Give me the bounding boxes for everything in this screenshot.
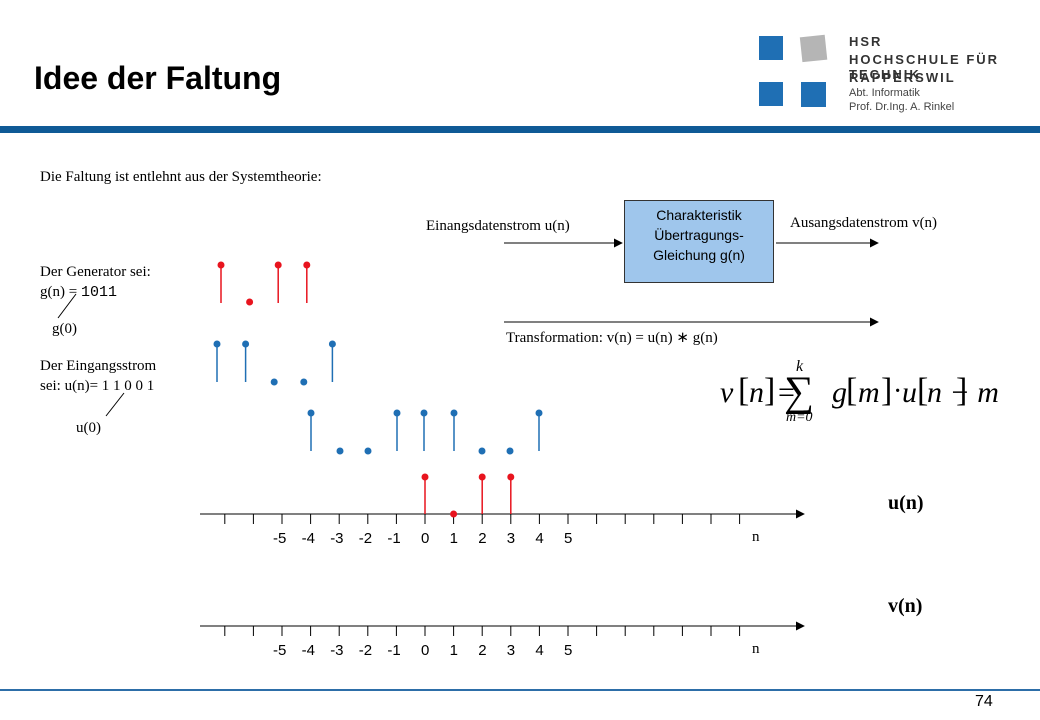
- stem-dot: [478, 473, 486, 481]
- tick-label-1-7: 2: [478, 642, 487, 659]
- stem-dot: [242, 340, 250, 348]
- tick-label-0-1: -4: [301, 530, 315, 547]
- formula-m: m: [858, 376, 880, 409]
- tick-label-1-3: -2: [358, 642, 373, 659]
- tick-label-1-4: -1: [387, 642, 401, 659]
- input-origin-pointer: [105, 392, 125, 417]
- formula-bracket-left-3: [: [917, 372, 929, 409]
- system-box-line-1: Charakteristik: [656, 207, 742, 223]
- page-title: Idee der Faltung: [34, 60, 282, 96]
- tick-label-1-0: -5: [273, 642, 287, 659]
- zero-dot: [270, 378, 278, 386]
- zero-dot: [478, 447, 486, 455]
- tick-label-0-10: 5: [564, 530, 573, 547]
- stem-dot: [274, 261, 282, 269]
- formula-bracket-left: [: [738, 372, 750, 409]
- stem-dot: [328, 340, 336, 348]
- formula-v: v: [720, 376, 734, 409]
- tick-label-0-6: 1: [449, 530, 458, 547]
- generator-value: 1011: [80, 284, 117, 301]
- stem-dot: [393, 409, 401, 417]
- stem-dot: [307, 409, 315, 417]
- zero-dot: [506, 447, 514, 455]
- axis-var-u: n: [752, 529, 760, 545]
- formula-bracket-left-2: [: [846, 372, 858, 409]
- logo-line-1: HSR: [849, 34, 883, 49]
- axis-var-v: n: [752, 641, 760, 657]
- tick-label-1-1: -4: [301, 642, 315, 659]
- formula-lower-limit: m=0: [786, 410, 813, 425]
- stem-dot: [420, 409, 428, 417]
- axis-title-u: u(n): [888, 492, 924, 514]
- formula-sum-symbol: ∑: [784, 369, 814, 415]
- tick-label-0-9: 4: [535, 530, 544, 547]
- logo-line-2: HOCHSCHULE FÜR TECHNIK: [849, 52, 1000, 82]
- footer-line: [0, 689, 1040, 691]
- stem-dot: [507, 473, 515, 481]
- generator-prefix: g(n) =: [40, 284, 81, 300]
- logo-line-3: RAPPERSWIL: [849, 70, 956, 85]
- tick-label-0-2: -3: [330, 530, 344, 547]
- input-line-2: sei: u(n)= 1 1 0 0 1: [40, 378, 155, 394]
- input-line-1: Der Eingangsstrom: [40, 358, 157, 374]
- tick-label-0-4: -1: [387, 530, 401, 547]
- stem-dot: [421, 473, 429, 481]
- header-bar: [0, 126, 1040, 133]
- tick-label-1-6: 1: [449, 642, 458, 659]
- convolution-formula: v [ n ] = k ∑ m=0 g [ m ] · u [ n − m ]: [718, 358, 999, 430]
- intro-text: Die Faltung ist entlehnt aus der Systemt…: [40, 169, 322, 185]
- formula-bracket-right: ]: [764, 372, 776, 409]
- formula-n-minus-m: n − m: [927, 376, 999, 409]
- logo-line-5: Prof. Dr.Ing. A. Rinkel: [849, 101, 955, 113]
- page-number: 74: [975, 693, 993, 710]
- axis-title-v: v(n): [888, 595, 923, 617]
- tick-label-0-5: 0: [421, 530, 430, 547]
- convolution-operator: ∗: [676, 330, 689, 346]
- transformation-prefix: Transformation: v(n) = u(n): [506, 330, 677, 346]
- zero-dot: [246, 298, 254, 306]
- stem-dot: [535, 409, 543, 417]
- tick-label-0-7: 2: [478, 530, 487, 547]
- formula-g: g: [832, 376, 847, 409]
- tick-label-0-3: -2: [358, 530, 373, 547]
- logo-line-4: Abt. Informatik: [849, 87, 920, 99]
- formula-bracket-right-3: ]: [956, 372, 968, 409]
- input-stream-label: Einangsdatenstrom u(n): [426, 218, 570, 234]
- transformation-text: Transformation: v(n) = u(n) ∗ g(n): [506, 329, 718, 348]
- tick-label-0-0: -5: [273, 530, 287, 547]
- tick-label-1-10: 5: [564, 642, 573, 659]
- stem-dot: [213, 340, 221, 348]
- formula-equals: =: [778, 376, 795, 409]
- formula-dot: ·: [893, 376, 903, 407]
- transformation-suffix: g(n): [688, 330, 718, 346]
- zero-dot: [364, 447, 372, 455]
- output-stream-label: Ausangsdatenstrom v(n): [790, 215, 938, 231]
- generator-origin-label: g(0): [52, 321, 77, 337]
- tick-label-0-8: 3: [506, 530, 516, 547]
- tick-label-1-5: 0: [421, 642, 430, 659]
- stem-dot: [217, 261, 225, 269]
- system-box: Charakteristik Übertragungs- Gleichung g…: [624, 200, 774, 283]
- input-origin-label: u(0): [76, 420, 101, 436]
- generator-line-2: g(n) = 1011: [40, 283, 117, 302]
- stem-dot: [303, 261, 311, 269]
- system-box-line-2: Übertragungs-: [654, 227, 744, 243]
- formula-u: u: [902, 376, 917, 409]
- stem-dot: [450, 409, 458, 417]
- formula-n: n: [749, 376, 764, 409]
- generator-origin-pointer: [57, 293, 77, 319]
- hsr-logo-icon: [759, 34, 828, 107]
- zero-dot: [450, 510, 458, 518]
- tick-label-1-8: 3: [506, 642, 516, 659]
- zero-dot: [300, 378, 308, 386]
- generator-line-1: Der Generator sei:: [40, 264, 151, 280]
- tick-label-1-2: -3: [330, 642, 344, 659]
- formula-bracket-right-2: ]: [881, 372, 893, 409]
- zero-dot: [336, 447, 344, 455]
- tick-label-1-9: 4: [535, 642, 544, 659]
- formula-upper-limit: k: [796, 358, 804, 375]
- system-box-line-3: Gleichung g(n): [653, 247, 745, 263]
